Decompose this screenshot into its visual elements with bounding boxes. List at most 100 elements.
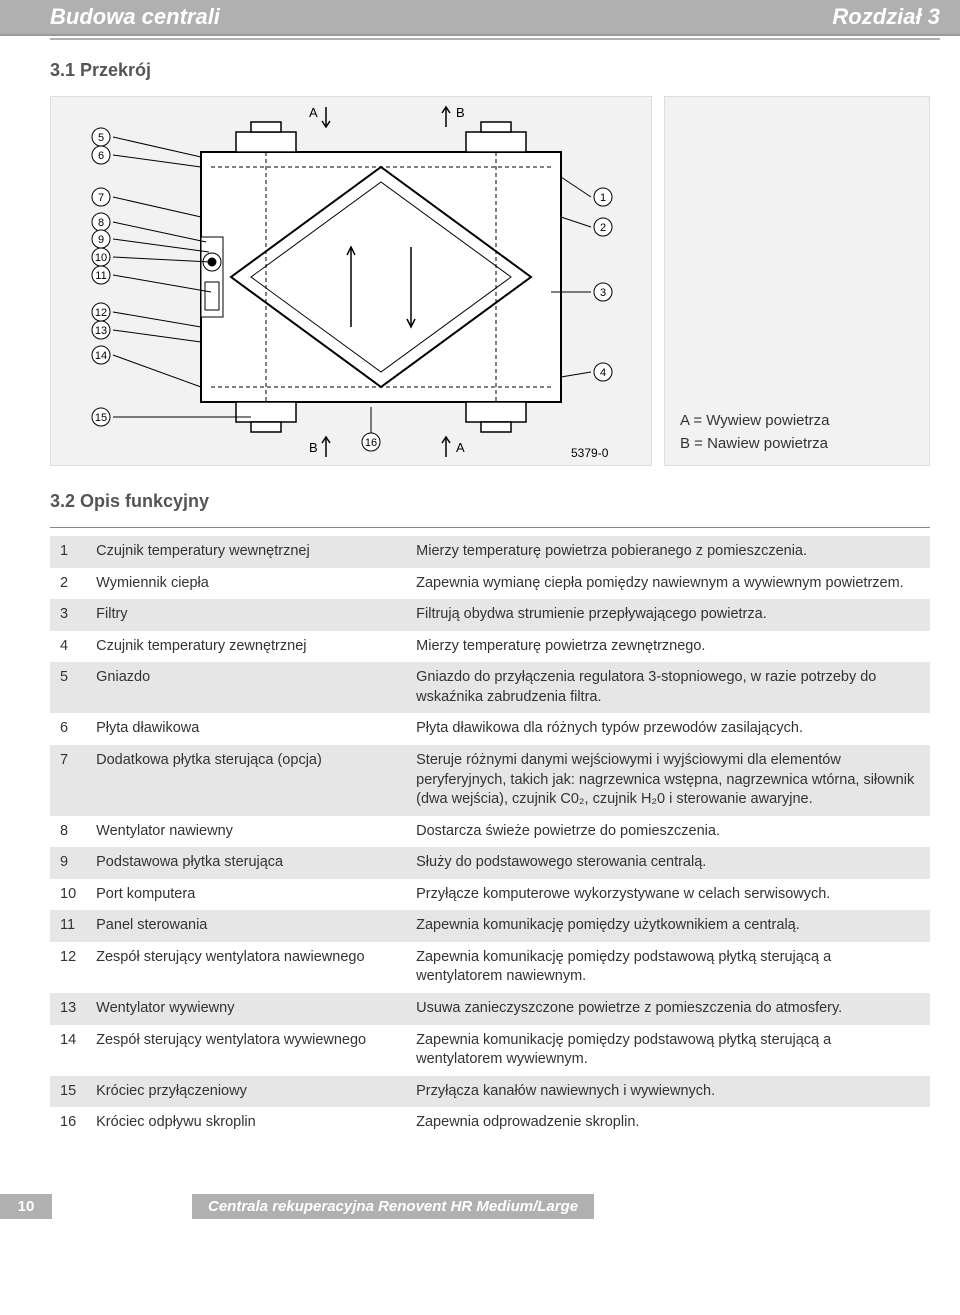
row-name: Króciec odpływu skroplin (86, 1107, 406, 1139)
row-name: Panel sterowania (86, 910, 406, 942)
legend-a: A = Wywiew powietrza (680, 410, 830, 433)
legend-box: A = Wywiew powietrza B = Nawiew powietrz… (680, 410, 830, 455)
row-num: 14 (50, 1025, 86, 1076)
table-row: 10Port komputeraPrzyłącze komputerowe wy… (50, 879, 930, 911)
table-row: 4Czujnik temperatury zewnętrznejMierzy t… (50, 631, 930, 663)
row-desc: Gniazdo do przyłączenia regulatora 3-sto… (406, 662, 930, 713)
table-row: 12Zespół sterujący wentylatora nawiewneg… (50, 942, 930, 993)
footer: 10 Centrala rekuperacyjna Renovent HR Me… (0, 1194, 960, 1219)
row-name: Podstawowa płytka sterująca (86, 847, 406, 879)
table-row: 9Podstawowa płytka sterującaSłuży do pod… (50, 847, 930, 879)
row-desc: Zapewnia wymianę ciepła pomiędzy nawiewn… (406, 568, 930, 600)
row-num: 5 (50, 662, 86, 713)
row-num: 6 (50, 713, 86, 745)
cross-section-diagram: 56789101112131415 1234 16 A B (50, 96, 652, 466)
row-desc: Służy do podstawowego sterowania central… (406, 847, 930, 879)
table-row: 8Wentylator nawiewnyDostarcza świeże pow… (50, 816, 930, 848)
row-num: 15 (50, 1076, 86, 1108)
row-num: 9 (50, 847, 86, 879)
row-name: Czujnik temperatury wewnętrznej (86, 536, 406, 568)
row-name: Wymiennik ciepła (86, 568, 406, 600)
row-name: Zespół sterujący wentylatora wywiewnego (86, 1025, 406, 1076)
table-row: 3FiltryFiltrują obydwa strumienie przepł… (50, 599, 930, 631)
section-title-2: 3.2 Opis funkcyjny (50, 491, 930, 512)
row-name: Płyta dławikowa (86, 713, 406, 745)
legend-panel: A = Wywiew powietrza B = Nawiew powietrz… (664, 96, 930, 466)
row-name: Dodatkowa płytka sterująca (opcja) (86, 745, 406, 816)
table-row: 16Króciec odpływu skroplinZapewnia odpro… (50, 1107, 930, 1139)
callout-5: 5 (98, 132, 104, 144)
header-right: Rozdział 3 (832, 4, 940, 30)
row-desc: Płyta dławikowa dla różnych typów przewo… (406, 713, 930, 745)
row-desc: Dostarcza świeże powietrze do pomieszcze… (406, 816, 930, 848)
table-row: 5GniazdoGniazdo do przyłączenia regulato… (50, 662, 930, 713)
row-num: 2 (50, 568, 86, 600)
row-num: 4 (50, 631, 86, 663)
row-num: 16 (50, 1107, 86, 1139)
header-left: Budowa centrali (50, 4, 220, 30)
callout-6: 6 (98, 150, 104, 162)
callout-9: 9 (98, 234, 104, 246)
row-num: 11 (50, 910, 86, 942)
table-row: 14Zespół sterujący wentylatora wywiewneg… (50, 1025, 930, 1076)
legend-b: B = Nawiew powietrza (680, 433, 830, 456)
table-row: 13Wentylator wywiewnyUsuwa zanieczyszczo… (50, 993, 930, 1025)
callout-16: 16 (365, 437, 377, 449)
diagram-ref: 5379-0 (571, 446, 609, 460)
callout-10: 10 (95, 252, 107, 264)
table-row: 7Dodatkowa płytka sterująca (opcja)Steru… (50, 745, 930, 816)
row-num: 3 (50, 599, 86, 631)
callout-12: 12 (95, 307, 107, 319)
footer-doc-title: Centrala rekuperacyjna Renovent HR Mediu… (192, 1194, 594, 1219)
row-name: Wentylator nawiewny (86, 816, 406, 848)
row-desc: Usuwa zanieczyszczone powietrze z pomies… (406, 993, 930, 1025)
row-desc: Steruje różnymi danymi wejściowymi i wyj… (406, 745, 930, 816)
table-row: 2Wymiennik ciepłaZapewnia wymianę ciepła… (50, 568, 930, 600)
row-name: Wentylator wywiewny (86, 993, 406, 1025)
page: Budowa centrali Rozdział 3 3.1 Przekrój (0, 0, 960, 1219)
table-row: 6Płyta dławikowaPłyta dławikowa dla różn… (50, 713, 930, 745)
callout-11: 11 (95, 270, 106, 282)
function-table: 1Czujnik temperatury wewnętrznejMierzy t… (50, 536, 930, 1139)
row-num: 8 (50, 816, 86, 848)
label-A-top: A (309, 105, 318, 120)
section-rule (50, 527, 930, 528)
row-num: 7 (50, 745, 86, 816)
label-B-top: B (456, 105, 465, 120)
callout-2: 2 (600, 222, 606, 234)
row-desc: Mierzy temperaturę powietrza pobieranego… (406, 536, 930, 568)
callout-3: 3 (600, 287, 606, 299)
row-desc: Zapewnia odprowadzenie skroplin. (406, 1107, 930, 1139)
callout-15: 15 (95, 412, 107, 424)
row-name: Króciec przyłączeniowy (86, 1076, 406, 1108)
row-desc: Zapewnia komunikację pomiędzy podstawową… (406, 942, 930, 993)
row-desc: Przyłącze komputerowe wykorzystywane w c… (406, 879, 930, 911)
footer-spacer (52, 1194, 192, 1219)
section-title-1: 3.1 Przekrój (50, 60, 930, 81)
row-name: Gniazdo (86, 662, 406, 713)
callout-1: 1 (600, 192, 606, 204)
label-A-bot: A (456, 440, 465, 455)
callout-4: 4 (600, 367, 606, 379)
row-num: 10 (50, 879, 86, 911)
row-desc: Zapewnia komunikację pomiędzy podstawową… (406, 1025, 930, 1076)
row-num: 1 (50, 536, 86, 568)
row-name: Zespół sterujący wentylatora nawiewnego (86, 942, 406, 993)
page-number: 10 (0, 1194, 52, 1219)
label-B-bot: B (309, 440, 318, 455)
chapter-header: Budowa centrali Rozdział 3 (0, 0, 960, 36)
row-num: 12 (50, 942, 86, 993)
row-desc: Mierzy temperaturę powietrza zewnętrzneg… (406, 631, 930, 663)
table-row: 1Czujnik temperatury wewnętrznejMierzy t… (50, 536, 930, 568)
row-name: Czujnik temperatury zewnętrznej (86, 631, 406, 663)
row-desc: Przyłącza kanałów nawiewnych i wywiewnyc… (406, 1076, 930, 1108)
table-row: 15Króciec przyłączeniowyPrzyłącza kanałó… (50, 1076, 930, 1108)
callout-8: 8 (98, 217, 104, 229)
row-desc: Zapewnia komunikację pomiędzy użytkownik… (406, 910, 930, 942)
row-name: Port komputera (86, 879, 406, 911)
callout-14: 14 (95, 350, 107, 362)
figure-row: 56789101112131415 1234 16 A B (50, 96, 930, 466)
content: 3.1 Przekrój (0, 40, 960, 1159)
table-row: 11Panel sterowaniaZapewnia komunikację p… (50, 910, 930, 942)
row-desc: Filtrują obydwa strumienie przepływające… (406, 599, 930, 631)
